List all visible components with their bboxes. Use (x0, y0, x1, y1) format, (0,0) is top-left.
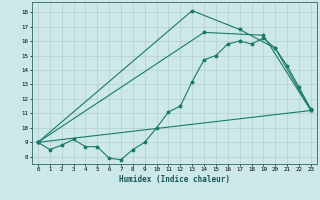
X-axis label: Humidex (Indice chaleur): Humidex (Indice chaleur) (119, 175, 230, 184)
